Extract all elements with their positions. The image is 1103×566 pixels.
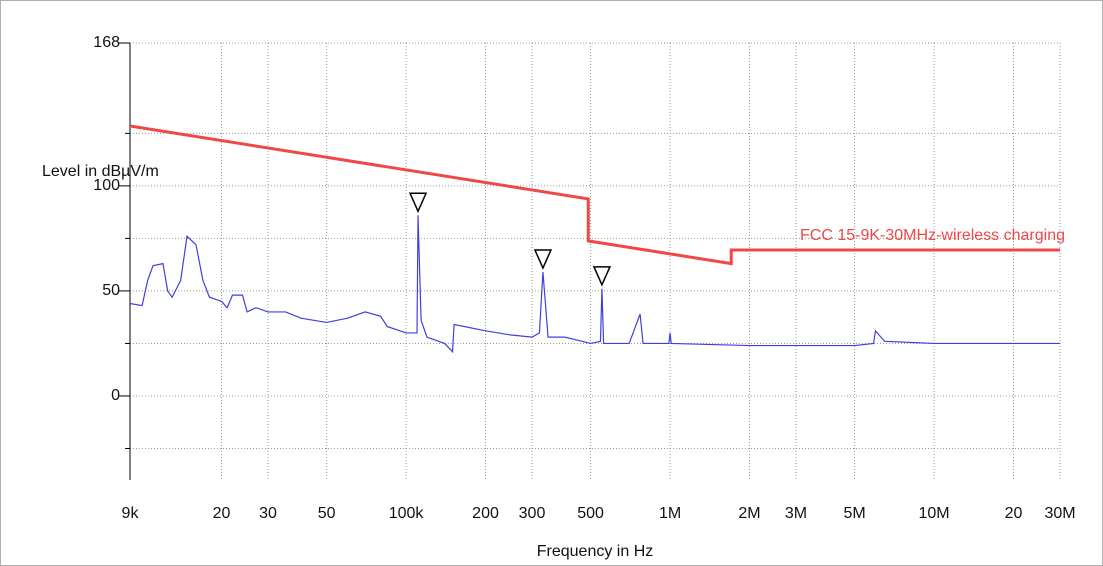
y-tick-label: 50: [102, 282, 120, 299]
x-tick-label: 10M: [918, 505, 949, 522]
peak-marker: [408, 192, 428, 214]
x-tick-label: 50: [318, 505, 336, 522]
y-tick-label: 0: [111, 387, 120, 404]
x-tick-label: 1M: [659, 505, 681, 522]
x-tick-label: 500: [577, 505, 604, 522]
y-tick-label: 100: [93, 177, 120, 194]
x-tick-label: 2M: [738, 505, 760, 522]
x-axis-label: Frequency in Hz: [537, 543, 654, 560]
x-tick-label: 20: [1005, 505, 1023, 522]
series-label: FCC 15-9K-30MHz-wireless charging: [800, 227, 1065, 244]
x-tick-label: 30: [259, 505, 277, 522]
peak-marker: [592, 266, 612, 287]
x-tick-label: 3M: [785, 505, 807, 522]
series-line: [129, 124, 1060, 266]
y-tick-label: 168: [93, 34, 120, 51]
peak-marker: [533, 249, 553, 270]
x-tick-label: 5M: [843, 505, 865, 522]
x-tick-label: 30M: [1044, 505, 1075, 522]
series-line: [129, 215, 1060, 354]
x-tick-label: 200: [472, 505, 499, 522]
x-tick-label: 20: [213, 505, 231, 522]
x-tick-label: 100k: [389, 505, 425, 522]
x-tick-label: 300: [519, 505, 546, 522]
x-tick-label: 9k: [122, 505, 140, 522]
